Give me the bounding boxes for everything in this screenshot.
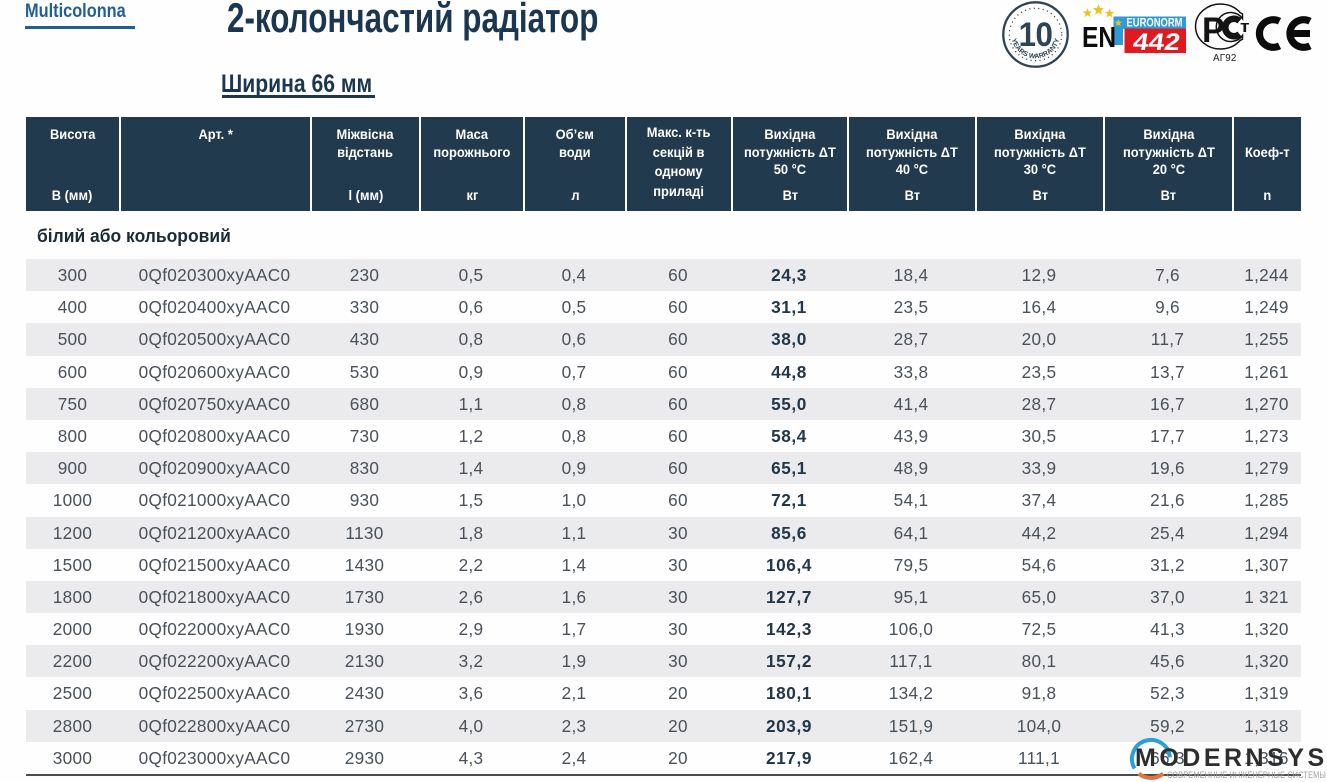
svg-text:EURONORM: EURONORM [1127,18,1183,30]
svg-text:Р: Р [1202,11,1225,50]
svg-text:10: 10 [1019,15,1053,54]
svg-text:EN: EN [1082,22,1116,54]
svg-text:442: 442 [1131,29,1182,56]
svg-text:АГ92: АГ92 [1213,53,1237,64]
svg-text:т: т [1240,16,1250,35]
